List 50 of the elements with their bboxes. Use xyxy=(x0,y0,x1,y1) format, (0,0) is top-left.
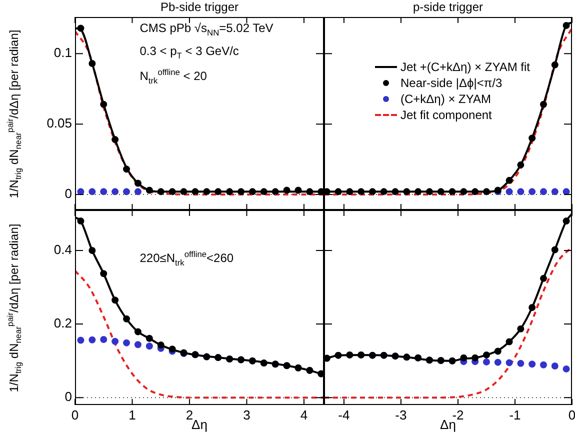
point xyxy=(112,338,119,345)
y-tick-label: 0 xyxy=(64,186,72,202)
point xyxy=(551,188,558,196)
point xyxy=(506,188,513,196)
annotation: CMS pPb √s$_{NN}$=5.02 TeV xyxy=(140,20,274,38)
legend-label: Jet fit component xyxy=(400,108,492,122)
point xyxy=(517,360,524,367)
annotation: N$_{trk}$$^{offline}$ < 20 xyxy=(140,67,207,86)
point xyxy=(482,358,490,366)
chart-title: Pb-side trigger xyxy=(159,0,240,14)
y-tick-label: 0.05 xyxy=(46,116,72,131)
y-tick-label: 0.2 xyxy=(54,316,72,331)
point xyxy=(100,188,108,196)
x-tick-label: -3 xyxy=(395,407,407,422)
legend-label: (C+kΔη) × ZYAM xyxy=(400,92,491,106)
x-tick-label: 1 xyxy=(128,407,136,422)
point xyxy=(123,339,130,346)
point xyxy=(112,188,119,196)
chart-title: p-side trigger xyxy=(412,0,484,14)
point xyxy=(540,188,547,196)
annotation: 220≤N$_{trk}$$^{offline}$<260 xyxy=(140,249,234,268)
legend-label: Near-side |Δϕ|<π/3 xyxy=(400,76,502,90)
point xyxy=(100,336,108,344)
x-axis-title: Δη xyxy=(192,417,208,432)
point xyxy=(494,358,502,366)
y-tick-label: 0.1 xyxy=(54,45,72,60)
point xyxy=(506,359,513,366)
point xyxy=(123,188,130,196)
point xyxy=(562,365,570,372)
y-tick-label: 0.4 xyxy=(54,242,72,258)
point xyxy=(528,188,536,196)
point xyxy=(528,360,536,368)
point xyxy=(134,341,142,348)
y-tick-label: 0 xyxy=(64,389,72,404)
x-tick-label: 4 xyxy=(300,407,308,422)
point xyxy=(540,361,547,368)
point xyxy=(551,362,558,370)
x-tick-label: 3 xyxy=(243,407,250,422)
point xyxy=(134,188,142,196)
point xyxy=(517,188,524,196)
annotation: 0.3 < p$_{T}$ < 3 GeV/c xyxy=(140,44,239,60)
point xyxy=(88,188,96,196)
point xyxy=(88,336,96,344)
point xyxy=(77,336,84,344)
legend-label: Jet +(C+kΔη) × ZYAM fit xyxy=(400,60,530,74)
x-tick-label: -4 xyxy=(338,407,350,422)
x-tick-label: 0 xyxy=(568,407,575,422)
point xyxy=(146,342,153,350)
x-tick-label: 2 xyxy=(186,407,194,422)
x-tick-label: -1 xyxy=(509,407,521,422)
